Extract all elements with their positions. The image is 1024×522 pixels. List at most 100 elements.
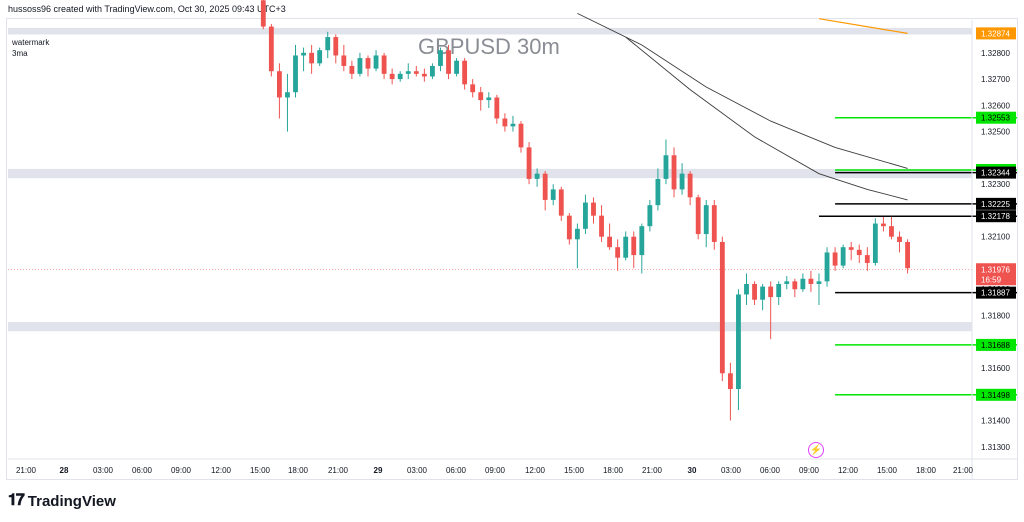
level-tag-1.31887 xyxy=(976,286,1016,299)
level-tag-label: 1.32178 xyxy=(981,212,1010,221)
candle-body xyxy=(454,60,459,74)
candle-body xyxy=(574,228,580,240)
candle-body xyxy=(663,155,669,179)
candle-body xyxy=(703,205,709,235)
x-tick-label: 18:00 xyxy=(916,466,937,475)
candle-body xyxy=(615,247,621,258)
candle-body xyxy=(695,197,701,235)
x-tick-label: 21:00 xyxy=(642,466,663,475)
y-tick-label: 1.31400 xyxy=(981,417,1010,426)
top-price-tag xyxy=(976,27,1016,40)
candle-body xyxy=(462,60,468,85)
candle-body xyxy=(639,226,645,256)
candle-body xyxy=(566,215,572,240)
candle-body xyxy=(655,178,661,206)
current-price-tag xyxy=(976,263,1016,286)
x-tick-label: 29 xyxy=(374,466,383,475)
candle-body xyxy=(285,92,290,98)
current-price-label: 1.31976 xyxy=(981,265,1010,274)
candle-body xyxy=(880,223,886,227)
candle-body xyxy=(727,373,733,390)
x-tick-label: 28 xyxy=(60,466,69,475)
chart-frame xyxy=(6,18,1018,480)
x-tick-label: 12:00 xyxy=(211,466,232,475)
candle-body xyxy=(591,202,596,216)
candle-body xyxy=(381,55,387,74)
level-tag-label: 1.32344 xyxy=(981,169,1010,178)
candle-body xyxy=(687,173,693,198)
x-tick-label: 12:00 xyxy=(838,466,859,475)
x-tick-label: 30 xyxy=(688,466,697,475)
candle-body xyxy=(397,73,403,80)
candle-body xyxy=(405,71,411,74)
level-tag-label: 1.31688 xyxy=(981,341,1010,350)
candle-body xyxy=(583,202,588,229)
candle-body xyxy=(824,252,830,282)
candle-body xyxy=(268,26,274,72)
candle-body xyxy=(752,283,757,300)
candle-body xyxy=(864,255,870,263)
candle-body xyxy=(599,215,604,237)
level-tag-label: 1.32225 xyxy=(981,200,1010,209)
candle-body xyxy=(534,173,540,179)
x-tick-label: 15:00 xyxy=(564,466,585,475)
lightning-icon[interactable]: ⚡ xyxy=(808,442,824,458)
candle-body xyxy=(260,0,266,27)
candle-body xyxy=(607,236,613,248)
y-tick-label: 1.32700 xyxy=(981,75,1010,84)
candle-body xyxy=(413,71,419,74)
candle-body xyxy=(784,281,790,284)
candle-body xyxy=(623,236,629,258)
orange-line xyxy=(818,18,908,34)
y-tick-label: 1.31300 xyxy=(981,443,1010,452)
candle-body xyxy=(510,123,516,127)
ma-1 xyxy=(577,12,908,169)
candle-body xyxy=(808,278,814,284)
candle-body xyxy=(309,52,315,64)
y-tick-label: 1.32500 xyxy=(981,128,1010,137)
y-tick-label: 1.32100 xyxy=(981,233,1010,242)
candle-body xyxy=(711,205,717,242)
candle-body xyxy=(486,97,492,101)
candle-body xyxy=(478,92,484,101)
y-tick-label: 1.31600 xyxy=(981,364,1010,373)
x-tick-label: 21:00 xyxy=(953,466,974,475)
candle-body xyxy=(373,55,379,69)
candle-body xyxy=(872,223,878,263)
x-tick-label: 09:00 xyxy=(799,466,820,475)
candle-body xyxy=(848,247,854,250)
x-tick-label: 03:00 xyxy=(721,466,742,475)
candle-body xyxy=(905,241,910,269)
candle-body xyxy=(792,281,798,290)
candle-body xyxy=(800,278,806,290)
x-tick-label: 03:00 xyxy=(407,466,428,475)
candle-body xyxy=(558,189,564,216)
candle-body xyxy=(301,52,306,56)
candle-body xyxy=(317,50,323,64)
x-tick-label: 06:00 xyxy=(760,466,781,475)
x-tick-label: 21:00 xyxy=(328,466,349,475)
x-tick-label: 06:00 xyxy=(132,466,153,475)
x-tick-label: 15:00 xyxy=(877,466,898,475)
candle-body xyxy=(365,58,371,69)
candle-body xyxy=(897,236,902,242)
level-tag-label: 1.32553 xyxy=(981,114,1010,123)
zone-band-2 xyxy=(8,322,972,332)
level-tag-1.32225 xyxy=(976,197,1016,210)
candle-body xyxy=(341,55,347,66)
brand-label: TradingView xyxy=(27,492,116,510)
level-tag-label: 1.31887 xyxy=(981,289,1010,298)
level-tag-1.32178 xyxy=(976,210,1016,223)
y-tick-label: 1.32600 xyxy=(981,101,1010,110)
candle-body xyxy=(719,241,725,374)
x-tick-label: 18:00 xyxy=(288,466,309,475)
candle-body xyxy=(470,84,476,93)
x-tick-label: 12:00 xyxy=(525,466,546,475)
ma-2 xyxy=(625,36,908,201)
candle-body xyxy=(325,37,331,51)
level-tag-1.32344 xyxy=(976,166,1016,179)
candle-body xyxy=(421,73,427,77)
candle-body xyxy=(776,283,782,298)
candle-body xyxy=(760,286,766,300)
